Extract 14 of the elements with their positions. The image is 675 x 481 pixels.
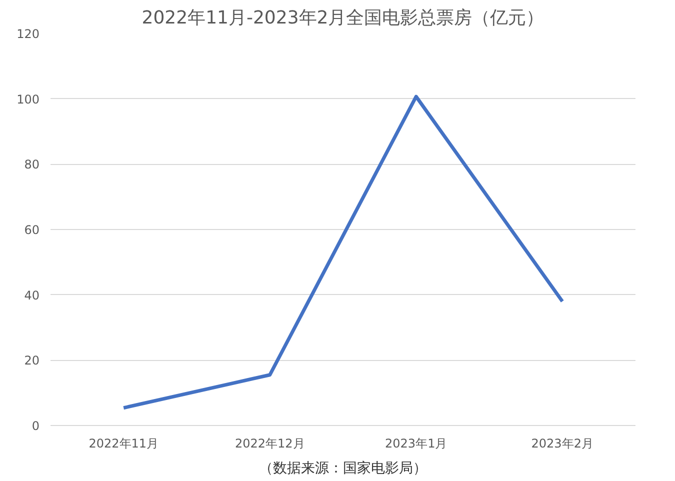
x-tick-label: 2023年1月 (385, 436, 448, 450)
y-tick-label: 20 (24, 354, 40, 368)
chart-title: 2022年11月-2023年2月全国电影总票房（亿元） (142, 8, 544, 28)
y-tick-label: 0 (32, 419, 40, 433)
text: （数据来源：国家电影局） (259, 460, 427, 476)
y-tick-label: 80 (24, 158, 40, 172)
x-tick-label: 2022年11月 (88, 436, 159, 450)
y-tick-label: 120 (16, 27, 40, 41)
y-tick-label: 60 (24, 223, 40, 237)
x-tick-label: 2023年2月 (531, 436, 594, 450)
line-series (122, 94, 564, 410)
y-tick-label: 40 (24, 288, 40, 302)
x-tick-label: 2022年12月 (234, 436, 305, 450)
y-tick-label: 100 (16, 92, 40, 106)
